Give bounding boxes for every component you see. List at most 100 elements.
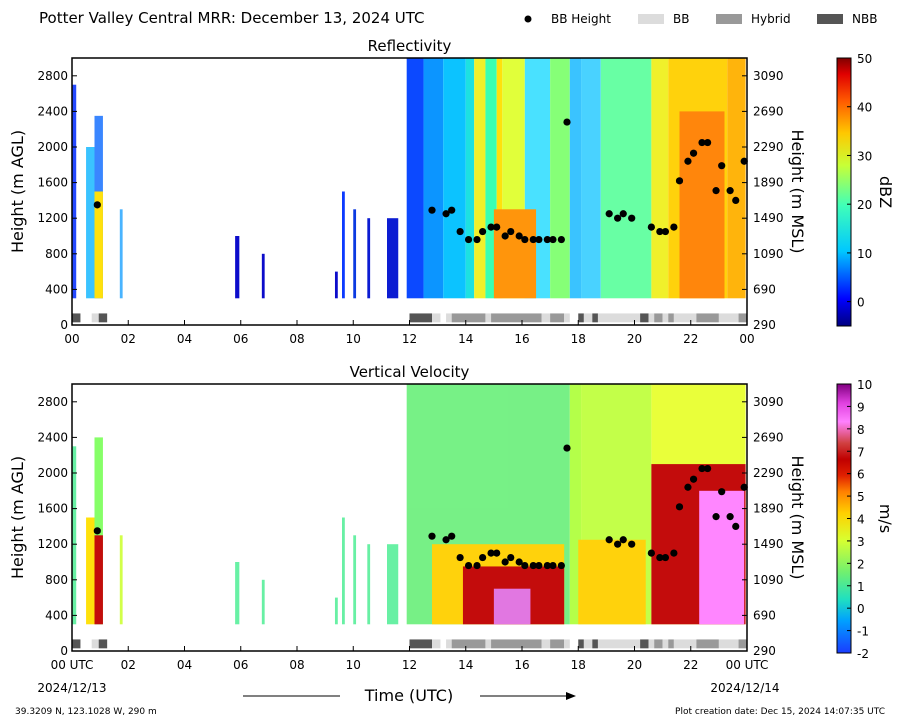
echo-column [119,209,123,299]
y-right-tick-label: 1890 [753,176,784,190]
y-tick-label: 1200 [37,211,68,225]
classification-segment [718,313,739,323]
echo-column [367,544,371,625]
bb-height-point [614,540,622,548]
classification-segment [91,313,99,323]
classification-segment [491,313,542,323]
x-tick-label: 00 UTC [51,658,94,672]
y-right-tick-label: 1490 [753,211,784,225]
echo-column [387,544,399,625]
colorbar-tick-label: -1 [857,625,869,639]
legend-label: BB [673,12,689,26]
echo-column [423,58,444,299]
downward-core [493,588,531,625]
classification-segment [673,313,697,323]
bb-height-point [740,483,748,491]
colorbar-tick-label: 0 [857,602,865,616]
echo-column [474,58,486,299]
colorbar-tick-label: 7 [857,445,865,459]
x-tick-label: 18 [571,658,586,672]
arrowhead-icon [566,692,576,700]
echo-column [353,209,357,299]
classification-segment [668,313,674,323]
x-tick-label: 22 [683,658,698,672]
classification-segment [564,639,570,649]
bb-height-point [619,210,627,218]
legend-swatch [638,14,664,24]
bb-height-point [563,444,571,452]
y-right-tick-label: 2690 [753,430,784,444]
echo-column [465,58,475,299]
bb-height-point [501,232,509,240]
bb-height-point [684,157,692,165]
classification-segment [409,313,432,323]
classification-segment [409,639,432,649]
colorbar-label: dBZ [876,176,895,208]
bb-height-point [428,206,436,214]
bb-height-point [605,210,613,218]
bb-height-point [515,558,523,566]
panel-title: Reflectivity [368,37,452,55]
bb-height-point [521,235,529,244]
classification-segment [91,639,99,649]
classification-segment [597,313,641,323]
classification-segment [446,639,452,649]
chart-panel: Vertical Velocity04008001200160020002400… [8,363,895,672]
legend-label: NBB [852,12,877,26]
bb-height-point [698,464,706,473]
classification-segment [738,639,747,649]
colorbar-tick-label: 6 [857,468,865,482]
x-tick-label: 14 [458,658,473,672]
x-tick-label: 06 [233,332,248,346]
x-tick-label: 18 [571,332,586,346]
colorbar-tick-label: 1 [857,580,865,594]
classification-segment [673,639,697,649]
echo-column [727,58,746,299]
classification-segment [98,313,108,323]
classification-segment [541,313,551,323]
echo-column [443,58,466,299]
x-tick-label: 16 [514,332,529,346]
bb-height-point [93,201,101,209]
bb-height-point [563,118,571,126]
classification-segment [696,313,719,323]
bb-height-point [507,227,515,236]
brightband-echo [94,191,103,299]
y-tick-label: 800 [45,247,68,261]
bb-height-point [619,536,627,544]
bb-height-point [689,475,698,483]
y-right-tick-label: 290 [753,644,776,658]
bb-height-point [507,553,515,562]
echo-column [569,384,582,625]
bb-height-point [535,561,543,570]
y-right-tick-label: 1090 [753,247,784,261]
colorbar-tick-label: 10 [857,247,872,261]
echo-column [342,191,345,299]
bb-height-point [628,214,636,222]
classification-segment [640,313,649,323]
classification-segment [432,639,441,649]
x-tick-label: 04 [177,332,192,346]
bb-height-point [732,522,740,531]
bb-height-point [448,206,456,214]
start-date-label: 2024/12/13 [37,681,106,695]
y-right-tick-label: 3090 [753,69,784,83]
x-tick-label: 16 [514,658,529,672]
bb-height-point [732,196,740,204]
classification-segment [718,639,739,649]
bb-height-point [698,138,706,147]
echo-column [581,58,601,299]
classification-segment [640,639,649,649]
bb-height-point [493,223,501,231]
colorbar-tick-label: -2 [857,647,869,661]
classification-segment [98,639,108,649]
classification-segment [738,313,747,323]
y-tick-label: 1200 [37,537,68,551]
bb-height-point [726,513,734,521]
colorbar-label: m/s [876,504,895,533]
colorbar-tick-label: 40 [857,101,872,115]
bb-height-point [740,157,748,165]
downward-core [699,490,745,625]
y-right-tick-label: 290 [753,318,776,332]
brightband-echo [493,209,537,299]
